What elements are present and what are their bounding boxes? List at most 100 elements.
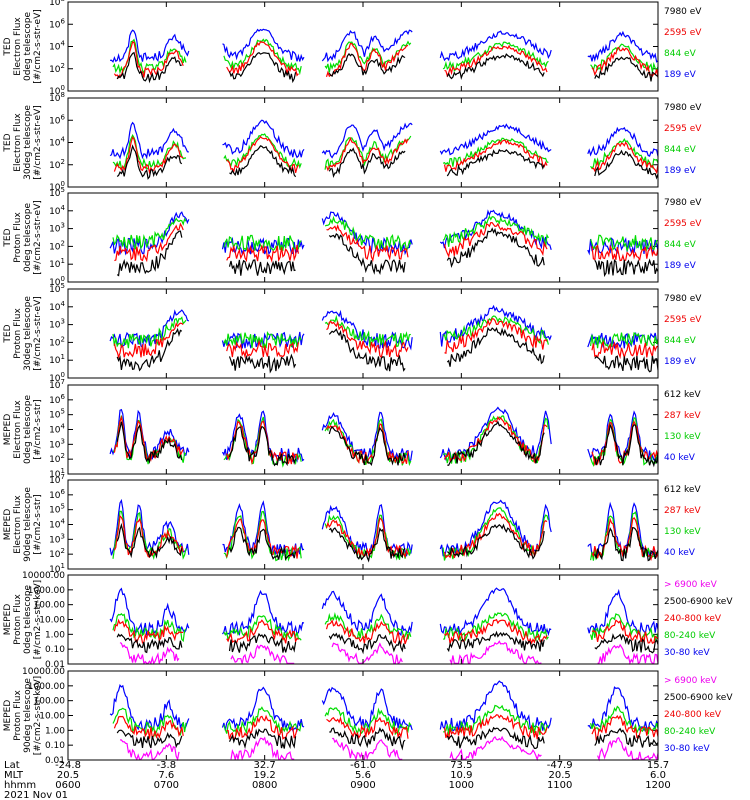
series-trace — [110, 588, 658, 635]
y-tick-label: 105 — [49, 408, 65, 421]
y-axis-label-line: MEPED — [3, 414, 13, 446]
y-tick-label: 10.00 — [39, 712, 65, 722]
series-trace — [120, 737, 658, 759]
legend-entry: 7980 eV — [664, 103, 702, 113]
y-tick-label: 104 — [49, 423, 65, 436]
flux-panel: MEPED Proton Flux 0deg telescope [#/cm2-s-s… — [3, 571, 733, 670]
legend-entry: 80-240 keV — [664, 727, 716, 737]
legend-entry: 2500-6900 keV — [664, 693, 733, 703]
legend-entry: > 6900 keV — [664, 676, 718, 686]
y-axis-label: TED Proton Flux 0deg telescope [#/cm2-s-str… — [3, 200, 43, 275]
y-axis-label-line: Electron Flux — [13, 17, 23, 76]
y-tick-label: 103 — [49, 532, 65, 545]
plot-frame — [68, 2, 658, 91]
y-tick-label: 108 — [49, 0, 65, 8]
y-axis-label: TED Electron Flux 0deg telescope [#/cm2-s-s… — [3, 9, 43, 84]
legend-entry: 612 keV — [664, 390, 701, 400]
y-tick-label: 102 — [49, 335, 65, 348]
y-tick-label: 102 — [49, 452, 65, 465]
y-tick-label: 0.10 — [45, 645, 65, 655]
y-tick-label: 102 — [49, 547, 65, 560]
date-label: 2021 Nov 01 — [4, 790, 68, 800]
legend-entry: 30-80 keV — [664, 648, 710, 658]
y-tick-label: 106 — [49, 488, 65, 501]
y-tick-label: 100.00 — [34, 697, 66, 707]
y-tick-label: 10000.00 — [22, 571, 65, 581]
legend-entry: 189 eV — [664, 70, 697, 80]
y-tick-label: 10.00 — [39, 616, 65, 626]
legend-entry: 7980 eV — [664, 7, 702, 17]
footer-tick-hhmm: 1100 — [547, 780, 572, 791]
y-tick-label: 1000.00 — [28, 586, 65, 596]
legend-entry: 844 eV — [664, 240, 697, 250]
legend-entry: 130 keV — [664, 527, 701, 537]
legend-entry: 40 keV — [664, 548, 696, 558]
y-tick-label: 100.00 — [34, 601, 66, 611]
y-axis-label-line: Electron Flux — [13, 400, 23, 459]
series-trace — [114, 42, 658, 78]
flux-panel: TED Electron Flux 30deg telescope [#/cm2-s-… — [3, 91, 702, 193]
y-axis-label-line: MEPED — [3, 509, 13, 541]
flux-panel: TED Electron Flux 0deg telescope [#/cm2-s-s… — [3, 0, 702, 97]
legend-entry: 189 eV — [664, 261, 697, 271]
legend-entry: 240-800 keV — [664, 710, 722, 720]
y-tick-label: 104 — [49, 40, 65, 53]
footer-tick-hhmm: 0700 — [154, 780, 179, 791]
poes-flux-summary-figure: TED Electron Flux 0deg telescope [#/cm2-s-s… — [0, 0, 750, 800]
flux-panel: MEPED Electron Flux 90deg telescope [#/cm2-… — [3, 473, 701, 575]
y-axis-label-line: 0deg telescope — [23, 395, 33, 465]
legend-entry: 287 keV — [664, 506, 701, 516]
series-trace — [114, 620, 658, 644]
y-tick-label: 106 — [49, 393, 65, 406]
y-tick-label: 103 — [49, 318, 65, 331]
footer-tick-hhmm: 1200 — [645, 780, 670, 791]
series-trace — [110, 29, 658, 62]
legend-entry: 2595 eV — [664, 315, 702, 325]
flux-panel: TED Proton Flux 30deg telescope [#/cm2-s-st… — [3, 282, 702, 384]
y-axis-label-line: 30deg telescope — [23, 105, 33, 180]
y-tick-label: 101 — [49, 353, 65, 366]
time-axis-footer: Lat MLT hhmm 2021 Nov 01 -24.820.50600-3… — [4, 760, 671, 800]
y-axis-label-line: MEPED — [3, 604, 13, 636]
y-axis-label-line: 30deg telescope — [23, 296, 33, 371]
series-trace — [117, 53, 658, 82]
legend-entry: 612 keV — [664, 485, 701, 495]
flux-panel: MEPED Proton Flux 90deg telescope [#/cm2-s-… — [3, 667, 733, 766]
series-trace — [110, 681, 658, 731]
y-axis-label-line: TED — [3, 324, 13, 343]
y-tick-label: 102 — [49, 239, 65, 252]
y-axis-label-line: Proton Flux — [13, 594, 23, 645]
y-axis-label-line: TED — [3, 228, 13, 247]
y-axis-label: TED Electron Flux 30deg telescope [#/cm2-s-… — [3, 105, 43, 180]
legend-entry: 240-800 keV — [664, 614, 722, 624]
legend-entry: 2595 eV — [664, 28, 702, 38]
y-axis-label-line: [#/cm2-s-str] — [33, 399, 43, 459]
y-axis-label-line: [#/cm2-s-str-eV] — [33, 105, 43, 180]
y-axis-label-line: 0deg telescope — [23, 12, 33, 82]
series-trace — [113, 217, 658, 251]
series-trace — [114, 137, 658, 173]
y-tick-label: 106 — [49, 113, 65, 126]
legend-entry: 40 keV — [664, 453, 696, 463]
y-axis-label: MEPED Electron Flux 0deg telescope [#/cm2-s… — [3, 395, 43, 465]
legend-entry: 130 keV — [664, 432, 701, 442]
y-axis-label-line: Electron Flux — [13, 113, 23, 172]
legend-entry: 2500-6900 keV — [664, 597, 733, 607]
legend-entry: 2595 eV — [664, 124, 702, 134]
y-axis-label-line: Proton Flux — [13, 690, 23, 741]
legend-entry: 7980 eV — [664, 294, 702, 304]
y-tick-label: 1.00 — [45, 630, 65, 640]
series-trace — [117, 728, 658, 749]
series-trace — [117, 632, 658, 652]
y-axis-label-line: 0deg telescope — [23, 203, 33, 273]
y-axis-label-line: [#/cm2-s-str] — [33, 494, 43, 554]
panels: TED Electron Flux 0deg telescope [#/cm2-s-s… — [3, 0, 733, 766]
legend-entry: 7980 eV — [664, 198, 702, 208]
legend-entry: > 6900 keV — [664, 580, 718, 590]
plot-frame — [68, 671, 658, 760]
y-axis-label-line: [#/cm2-s-str-eV] — [33, 9, 43, 84]
y-axis-label-line: [#/cm2-s-str-eV] — [33, 296, 43, 371]
series-trace — [113, 706, 658, 736]
legend-entry: 287 keV — [664, 411, 701, 421]
y-tick-label: 1000.00 — [28, 682, 65, 692]
